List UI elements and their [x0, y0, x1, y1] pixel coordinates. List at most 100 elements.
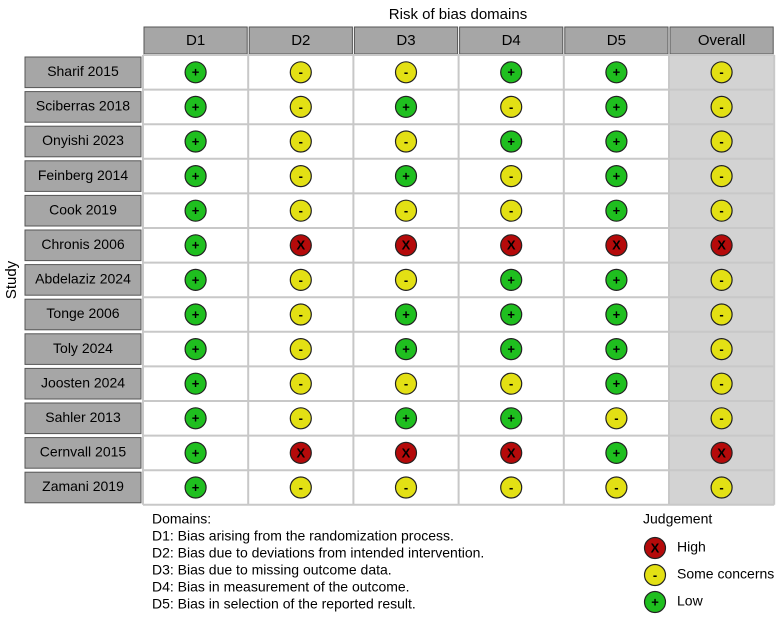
- judgement: [710, 476, 733, 499]
- judgement: [394, 95, 418, 119]
- judgement-symbol: -: [299, 65, 303, 80]
- judgement-symbol: +: [613, 342, 621, 357]
- judgement: [394, 61, 418, 84]
- judgement: [184, 199, 207, 222]
- judgement: [710, 338, 733, 361]
- judgement-symbol: +: [613, 307, 621, 322]
- judgement-symbol: +: [507, 411, 515, 426]
- judgement-symbol: +: [613, 134, 621, 149]
- judgement-symbol: -: [719, 376, 723, 391]
- column-header-bg: [248, 26, 353, 55]
- judgement-symbol: X: [507, 445, 516, 460]
- judgement: [500, 407, 523, 430]
- judgement-symbol: +: [507, 342, 515, 357]
- judgement-symbol: +: [402, 342, 410, 357]
- legend-marker: [643, 590, 667, 614]
- title: Risk of bias domains: [389, 6, 527, 23]
- judgement: [289, 268, 312, 291]
- study-bg: [24, 367, 142, 400]
- judgement-symbol: -: [299, 480, 303, 495]
- judgement-symbol: -: [719, 169, 723, 184]
- legend-label: High: [677, 539, 706, 555]
- domain-item: D1: Bias arising from the randomization …: [152, 528, 454, 544]
- study-label: Joosten 2024: [41, 374, 125, 390]
- judgement-symbol: X: [296, 445, 305, 460]
- study-bg: [24, 56, 142, 89]
- judgement-symbol: +: [192, 238, 200, 253]
- study-bg: [24, 298, 142, 331]
- study-label: Cook 2019: [49, 201, 117, 217]
- judgement: [184, 303, 207, 326]
- judgement: [184, 441, 207, 464]
- study-label: Zamani 2019: [42, 478, 124, 494]
- judgement-symbol: +: [613, 376, 621, 391]
- judgement-symbol: +: [192, 65, 200, 80]
- judgement: [605, 268, 628, 291]
- judgement: [500, 441, 523, 464]
- judgement-symbol: -: [299, 203, 303, 218]
- judgement: [289, 61, 312, 84]
- judgement: [500, 476, 523, 499]
- judgement-symbol: -: [719, 307, 723, 322]
- judgement: [184, 338, 207, 361]
- judgement: [184, 234, 207, 257]
- judgement-symbol: +: [192, 134, 200, 149]
- judgement: [605, 338, 628, 361]
- judgement-symbol: +: [192, 203, 200, 218]
- judgement-symbol: -: [509, 376, 513, 391]
- judgement-symbol: +: [613, 203, 621, 218]
- judgement: [289, 338, 312, 361]
- judgement-symbol: +: [192, 480, 200, 495]
- judgement: [500, 234, 523, 257]
- judgement-symbol: X: [296, 238, 305, 253]
- judgement: [289, 407, 312, 430]
- column-header: Overall: [698, 32, 746, 49]
- study-label: Chronis 2006: [41, 236, 124, 252]
- judgement: [605, 476, 628, 499]
- legend-marker-symbol: +: [651, 594, 659, 609]
- judgement: [289, 130, 312, 153]
- judgement-symbol: -: [299, 99, 303, 114]
- study-bg: [24, 125, 142, 158]
- judgement: [394, 407, 418, 430]
- judgement: [605, 407, 628, 430]
- judgement-symbol: +: [507, 134, 515, 149]
- judgement: [394, 165, 418, 188]
- study-label: Onyishi 2023: [42, 132, 124, 148]
- judgement-symbol: +: [402, 169, 410, 184]
- judgement: [500, 95, 523, 119]
- judgement: [289, 95, 312, 119]
- judgement-symbol: -: [299, 376, 303, 391]
- judgement-symbol: -: [509, 203, 513, 218]
- judgement-symbol: -: [299, 307, 303, 322]
- judgement: [710, 165, 733, 188]
- judgement: [394, 338, 418, 361]
- judgement-symbol: +: [192, 342, 200, 357]
- judgement: [289, 234, 312, 257]
- judgement-symbol: -: [404, 376, 408, 391]
- judgement: [289, 372, 312, 395]
- legend-marker-symbol: X: [651, 540, 660, 555]
- judgement-symbol: -: [299, 169, 303, 184]
- judgement-symbol: +: [192, 376, 200, 391]
- judgement: [500, 130, 523, 153]
- judgement-symbol: -: [719, 480, 723, 495]
- judgement: [394, 268, 418, 291]
- judgement-symbol: -: [719, 411, 723, 426]
- judgement: [710, 372, 733, 395]
- judgement: [184, 407, 207, 430]
- judgement-symbol: +: [192, 411, 200, 426]
- domains-heading: Domains:: [152, 511, 211, 527]
- study-bg: [24, 229, 142, 262]
- judgement-symbol: -: [509, 480, 513, 495]
- column-header: D2: [291, 32, 310, 49]
- judgement: [605, 234, 628, 257]
- judgement-symbol: -: [404, 272, 408, 287]
- judgement: [605, 303, 628, 326]
- judgement-symbol: +: [613, 65, 621, 80]
- judgement: [289, 303, 312, 326]
- study-label: Sharif 2015: [47, 63, 119, 79]
- judgement-symbol: -: [719, 134, 723, 149]
- judgement: [605, 372, 628, 395]
